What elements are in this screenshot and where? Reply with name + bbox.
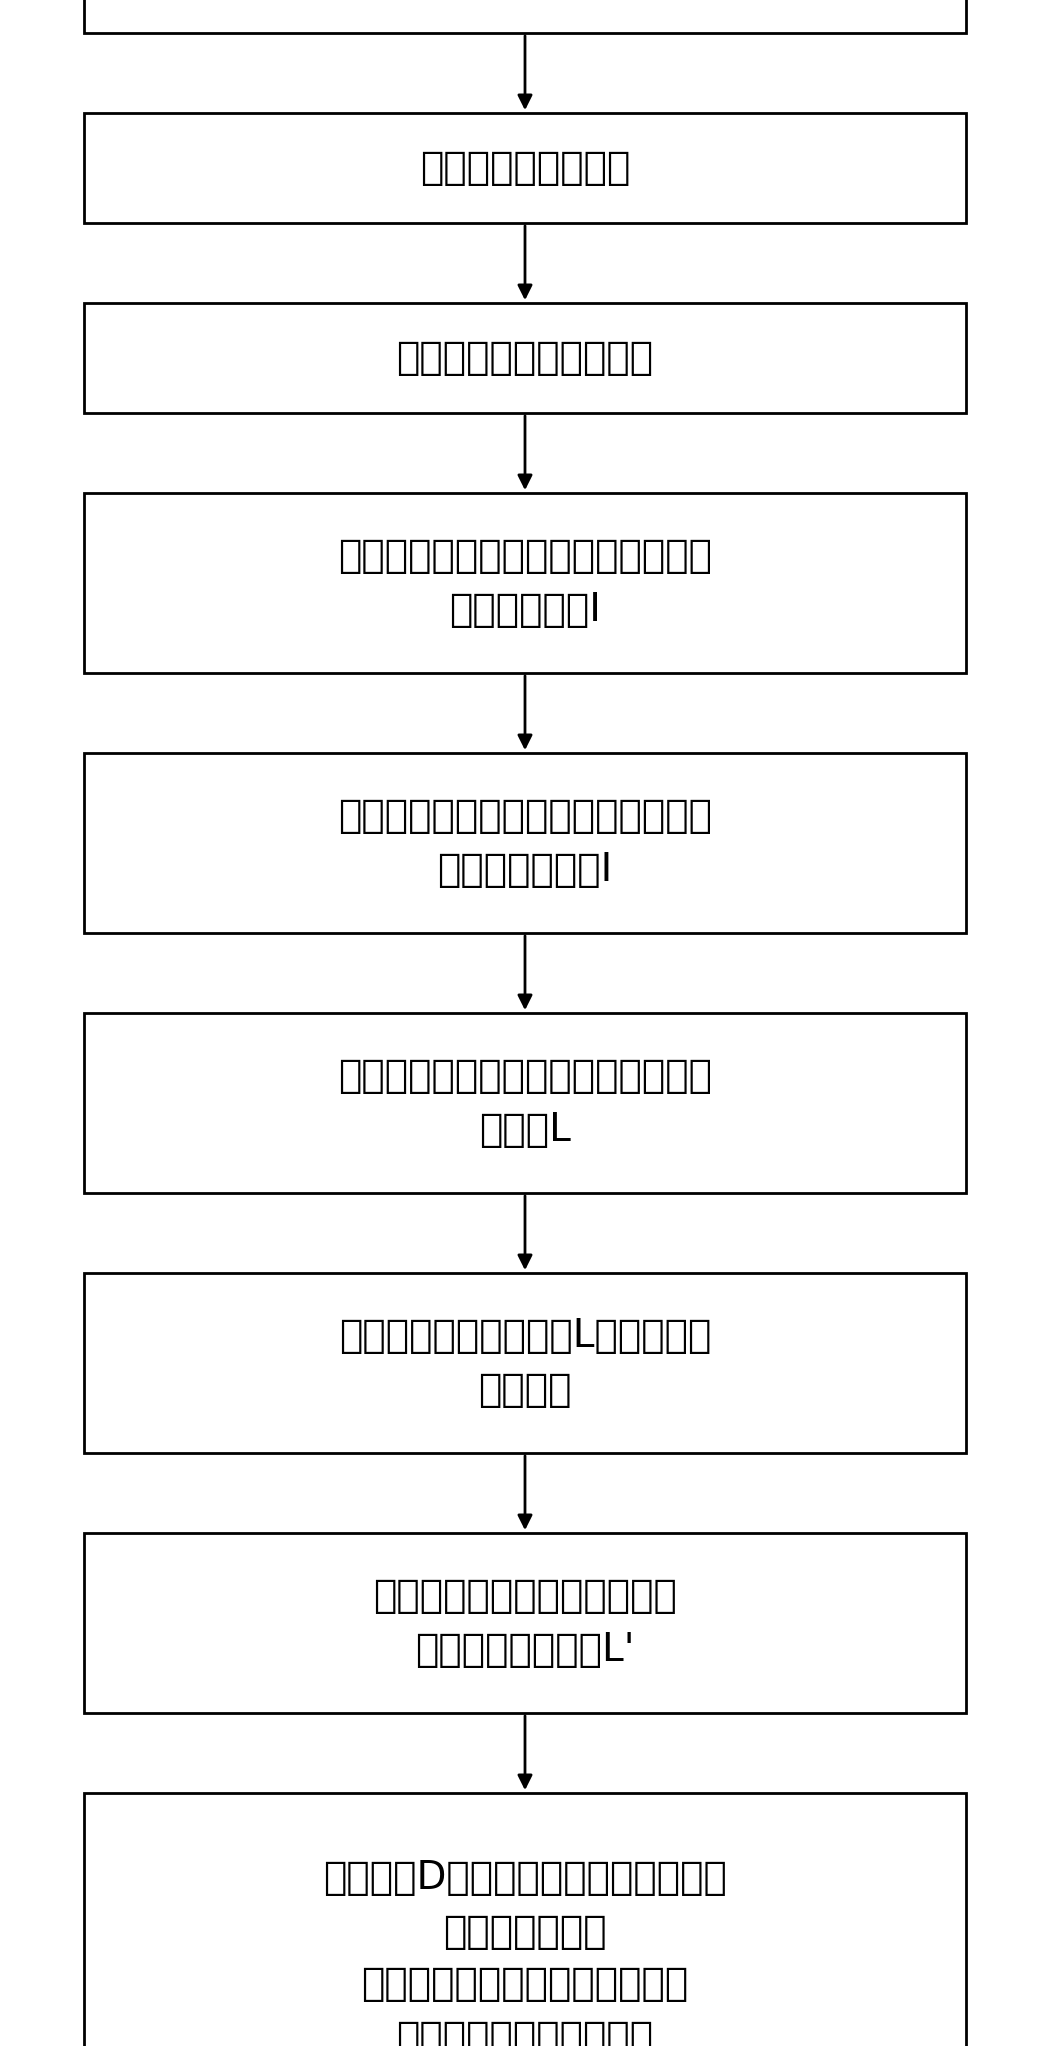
Bar — [84, 113, 966, 223]
Bar — [84, 493, 966, 673]
Text: 计算三维投影点到直线L的距离，筛
选出点集: 计算三维投影点到直线L的距离，筛 选出点集 — [339, 1318, 711, 1408]
Bar — [84, 0, 966, 33]
Text: 将待测切边点的理论坐标和理论法向
投影到拟合平面I: 将待测切边点的理论坐标和理论法向 投影到拟合平面I — [338, 798, 712, 888]
Bar — [84, 1792, 966, 2046]
Text: 计算距离D，将三维投影点分组，找到
切边点所在组，
将组内所有点的坐标取平均，作
为待测切边点的测量坐标: 计算距离D，将三维投影点分组，找到 切边点所在组， 将组内所有点的坐标取平均，作… — [323, 1860, 727, 2046]
Text: 将轮廓点转换到三维空间: 将轮廓点转换到三维空间 — [397, 340, 653, 376]
Bar — [84, 1532, 966, 1713]
Bar — [84, 1013, 966, 1193]
Bar — [84, 1273, 966, 1453]
Bar — [84, 303, 966, 413]
Text: 根据理论投影点、叉乘得到的
方向向量建立直线L': 根据理论投影点、叉乘得到的 方向向量建立直线L' — [373, 1577, 677, 1667]
Text: 提取切边轮廓点坐标: 提取切边轮廓点坐标 — [420, 149, 630, 186]
Text: 点云平面拟合，将轮廓点三维坐标投
影到拟合平面I: 点云平面拟合，将轮廓点三维坐标投 影到拟合平面I — [338, 538, 712, 628]
Bar — [84, 753, 966, 933]
Text: 根据理论投影点和理论投影法向，建
立直线L: 根据理论投影点和理论投影法向，建 立直线L — [338, 1058, 712, 1148]
